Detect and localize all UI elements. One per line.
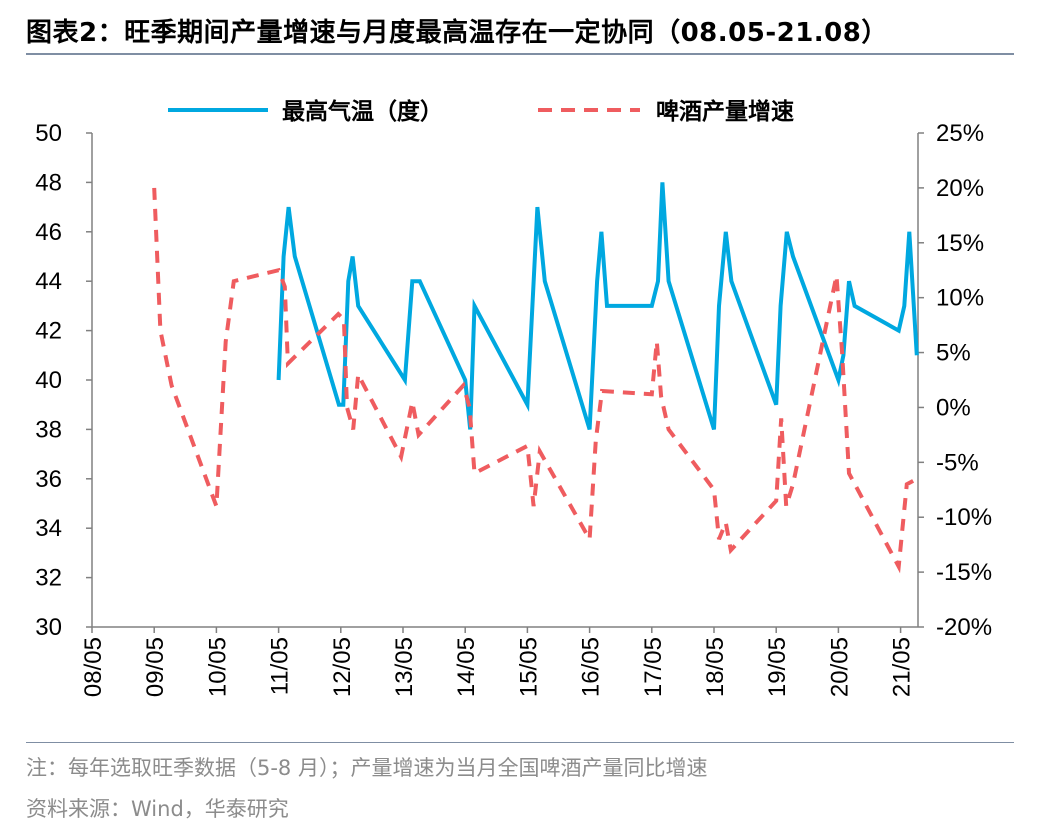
footnote: 注：每年选取旺季数据（5-8 月）；产量增速为当月全国啤酒产量同比增速 xyxy=(26,756,708,780)
x-tick-label: 14/05 xyxy=(453,637,480,697)
left-y-tick-label: 50 xyxy=(35,120,62,147)
right-y-tick-label: -5% xyxy=(936,449,979,476)
x-tick-label: 09/05 xyxy=(142,637,169,697)
legend: 最高气温（度） 啤酒产量增速 xyxy=(168,98,794,125)
x-tick-label: 11/05 xyxy=(267,637,294,695)
x-tick-label: 20/05 xyxy=(826,637,853,697)
x-tick-label: 17/05 xyxy=(640,637,667,697)
x-tick-label: 13/05 xyxy=(391,637,418,697)
right-y-tick-label: 20% xyxy=(936,175,984,202)
x-tick-label: 16/05 xyxy=(578,637,605,697)
x-tick-label: 19/05 xyxy=(764,637,791,697)
right-y-tick-label: 0% xyxy=(936,394,971,421)
left-y-tick-label: 30 xyxy=(35,614,62,641)
left-y-tick-label: 32 xyxy=(35,565,62,592)
right-y-tick-label: -10% xyxy=(936,504,992,531)
x-tick-label: 15/05 xyxy=(515,637,542,697)
title-rule xyxy=(26,53,1014,55)
x-tick-label: 10/05 xyxy=(204,637,231,697)
right-y-tick-label: 25% xyxy=(936,120,984,147)
chart-title: 图表2：旺季期间产量增速与月度最高温存在一定协同（08.05-21.08） xyxy=(26,18,888,48)
left-y-tick-label: 34 xyxy=(35,515,62,542)
series-lines xyxy=(152,182,919,574)
left-y-tick-label: 38 xyxy=(35,416,62,443)
source-note: 资料来源：Wind，华泰研究 xyxy=(26,797,289,821)
left-y-tick-label: 40 xyxy=(35,367,62,394)
right-y-tick-label: 15% xyxy=(936,230,984,257)
left-y-tick-label: 42 xyxy=(35,318,62,345)
series-line-temperature xyxy=(276,182,919,430)
x-tick-label: 18/05 xyxy=(702,637,729,697)
right-y-tick-label: -20% xyxy=(936,614,992,641)
x-tick-label: 21/05 xyxy=(889,637,916,697)
legend-label-temperature: 最高气温（度） xyxy=(282,98,443,125)
right-y-tick-label: 10% xyxy=(936,285,984,312)
axes: 30 32 34 36 38 40 42 44 46 48 50 -20% -15% -10% -5% 0% 5… xyxy=(35,120,992,697)
footer-rule xyxy=(26,742,1014,743)
right-y-tick-label: -15% xyxy=(936,559,992,586)
legend-label-beer-growth: 啤酒产量增速 xyxy=(656,98,794,125)
right-y-tick-label: 5% xyxy=(936,340,971,367)
left-y-tick-label: 36 xyxy=(35,466,62,493)
x-tick-label: 08/05 xyxy=(80,637,107,697)
left-y-tick-label: 48 xyxy=(35,169,62,196)
line-chart: 最高气温（度） 啤酒产量增速 30 32 34 36 38 40 42 44 46 48 50 -20… xyxy=(35,98,992,697)
x-tick-label: 12/05 xyxy=(329,637,356,697)
left-y-tick-label: 46 xyxy=(35,219,62,246)
left-y-tick-label: 44 xyxy=(35,268,62,295)
